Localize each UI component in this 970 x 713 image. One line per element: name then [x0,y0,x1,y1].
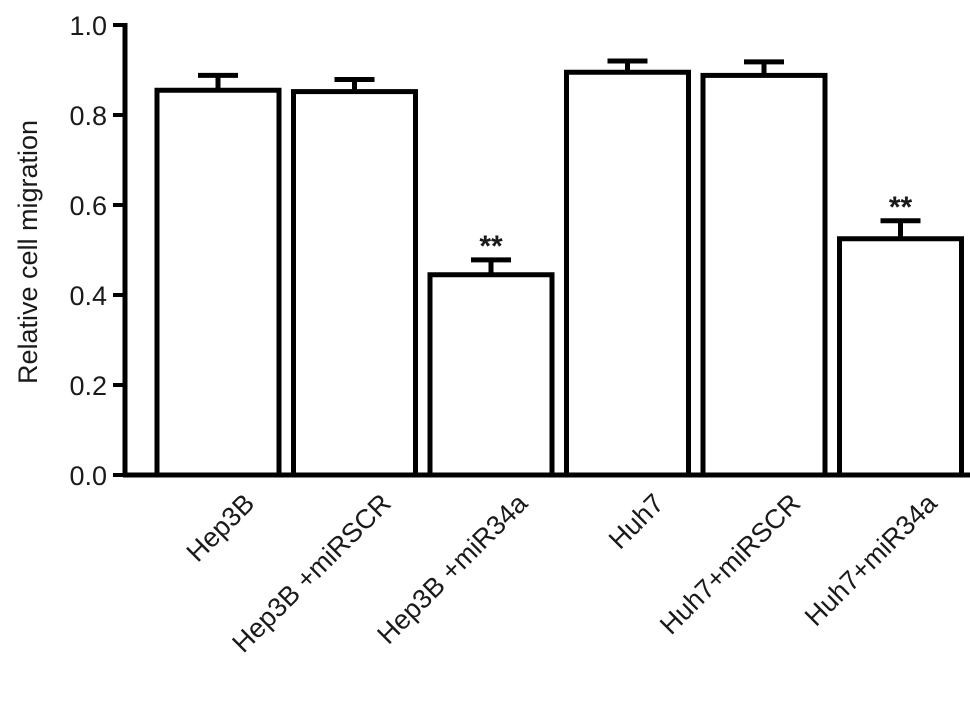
x-tick-label: Hep3B +miR34a [371,487,534,650]
x-tick-label: Huh7+miRSCR [654,488,806,640]
bar [427,272,555,478]
bar-group [154,72,282,478]
bar [564,69,691,478]
bar [700,72,828,478]
y-tick-label: 0.0 [69,461,107,491]
bar-group [700,59,828,478]
y-axis: 0.0 0.2 0.4 0.6 0.8 1.0 [69,11,128,491]
x-tick-label: Huh7 [603,488,670,555]
bar-group: ** [427,230,555,478]
significance-label: ** [889,191,913,224]
y-tick-label: 0.6 [69,191,107,221]
x-tick-label: Huh7+miR34a [799,487,943,631]
x-tick-label: Hep3B [181,488,261,568]
y-tick-label: 1.0 [69,11,107,41]
bar [154,87,282,478]
y-tick-label: 0.2 [69,371,107,401]
y-tick-label: 0.4 [69,281,107,311]
bar-group: ** [837,191,964,478]
bar-group [291,76,418,478]
bar-group [564,58,691,478]
bar [837,236,964,478]
y-axis-title: Relative cell migration [13,120,43,384]
y-tick-label: 0.8 [69,101,107,131]
bar [291,89,418,478]
bars: ** ** [154,58,964,478]
significance-label: ** [479,230,503,263]
